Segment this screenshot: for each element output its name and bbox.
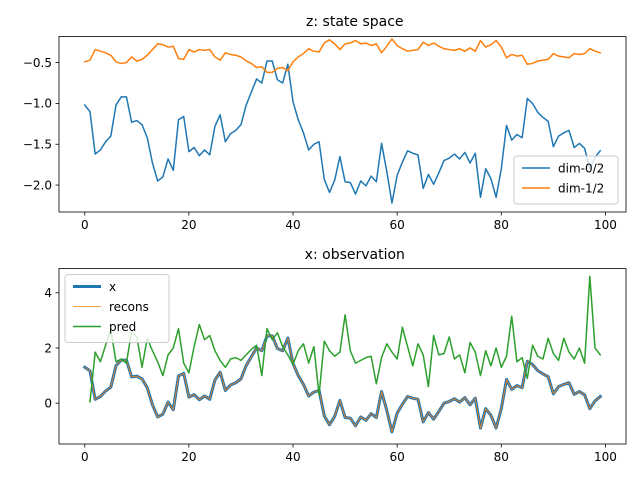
- legend-box: [64, 274, 170, 343]
- y-tick-label: 4: [44, 286, 52, 300]
- x-tick-label: 40: [285, 450, 300, 464]
- state-space-ticks: 0 20 40 60 80 100 −0.5 −1.0 −1.5 −2.0: [23, 56, 617, 232]
- observation-axes: x: observation 0 20 40 60 80 100 0 2 4 x recons pr…: [44, 247, 627, 464]
- series-1-line: [83, 38, 602, 74]
- series-1-line: [84, 335, 601, 433]
- x-tick-label: 0: [81, 450, 89, 464]
- legend-label: recons: [109, 300, 149, 314]
- legend-label: pred: [109, 320, 136, 334]
- x-tick-label: 60: [390, 450, 405, 464]
- y-tick-label: −0.5: [23, 56, 52, 70]
- observation-title: x: observation: [305, 247, 405, 263]
- legend-label: dim-0/2: [558, 161, 604, 175]
- x-tick-label: 0: [81, 218, 89, 232]
- x-tick-label: 100: [594, 218, 617, 232]
- state-space-legend: dim-0/2 dim-1/2: [513, 155, 619, 205]
- y-tick-label: 0: [44, 396, 52, 410]
- x-tick-label: 80: [494, 218, 509, 232]
- state-space-axes: z: state space 0 20 40 60 80 100 −0.5 −1.0 −1.5 −…: [23, 14, 627, 232]
- observation-frame: [58, 268, 627, 445]
- x-tick-label: 20: [181, 218, 196, 232]
- state-space-lines: [83, 38, 602, 204]
- observation-ticks: 0 20 40 60 80 100 0 2 4: [44, 286, 617, 464]
- state-space-frame: [58, 36, 627, 213]
- series-2-line: [89, 275, 602, 403]
- x-tick-label: 100: [594, 450, 617, 464]
- y-tick-label: −1.5: [23, 138, 52, 152]
- observation-lines: [82, 275, 603, 434]
- x-tick-label: 60: [390, 218, 405, 232]
- series-0-line: [83, 60, 602, 204]
- x-tick-label: 80: [494, 450, 509, 464]
- x-tick-label: 40: [285, 218, 300, 232]
- state-space-title: z: state space: [306, 14, 404, 30]
- legend-label: dim-1/2: [558, 181, 604, 195]
- x-tick-label: 20: [181, 450, 196, 464]
- y-tick-label: −1.0: [23, 97, 52, 111]
- observation-legend: x recons pred: [64, 274, 170, 343]
- y-tick-label: 2: [44, 341, 52, 355]
- y-tick-label: −2.0: [23, 178, 52, 192]
- legend-label: x: [109, 280, 116, 294]
